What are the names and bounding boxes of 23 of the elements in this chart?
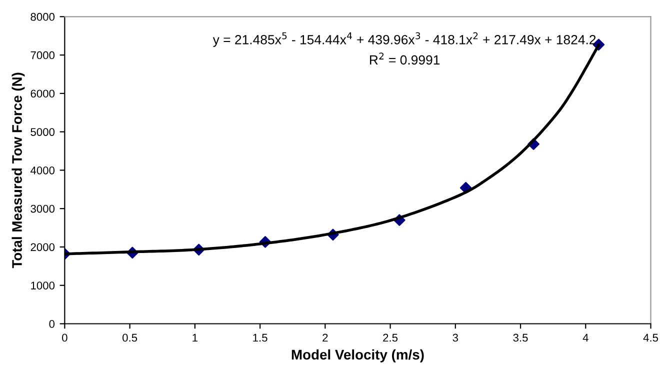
x-axis-title: Model Velocity (m/s) [292,349,424,362]
y-tick-label: 1000 [31,282,55,290]
x-tick-label: 1 [192,334,198,342]
x-tick-label: 2.5 [383,334,398,342]
y-tick-label: 7000 [30,51,55,60]
x-tick-label: 2 [322,334,328,342]
y-tick-label: 0 [49,320,55,328]
x-tick-label: 0.5 [122,334,138,342]
x-tick-label: 3.5 [513,334,528,342]
x-tick-label: 1.5 [253,334,268,342]
x-tick-label: 3 [452,334,458,342]
y-axis-title: Total Measured Tow Force (N) [12,72,25,268]
x-tick-label: 0 [62,334,68,342]
y-tick-label: 6000 [30,90,55,98]
y-tick-label: 2000 [30,243,55,252]
x-tick-label: 4.5 [643,334,658,342]
text: y = 21.485x$^{5}$ - 154.44x$^{4}$ + 439.96x$^{3}$ - 418.1x$^{2}$ + 217.49x + 1824.2 [212,32,596,47]
y-tick-label: 5000 [30,128,55,136]
x-tick-label: 4 [582,334,588,342]
y-tick-label: 3000 [30,204,55,213]
annotation: R$^{2}$ = 0.9991 [370,52,440,65]
y-tick-label: 8000 [30,12,55,21]
y-tick-label: 4000 [30,166,55,174]
